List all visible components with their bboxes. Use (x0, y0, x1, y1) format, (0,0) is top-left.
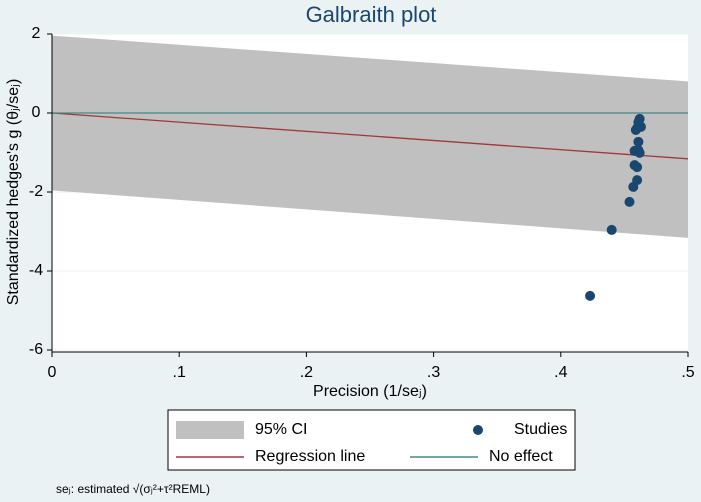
legend (167, 409, 576, 471)
x-tick-label: .3 (427, 364, 440, 381)
y-tick-label: -4 (29, 262, 43, 279)
legend-label: 95% CI (255, 421, 307, 438)
y-tick-label: 2 (32, 25, 41, 42)
legend-label: No effect (489, 448, 553, 465)
point (585, 290, 596, 301)
legend-swatch (473, 425, 483, 435)
point (634, 147, 645, 158)
y-tick-label: 0 (32, 104, 41, 121)
y-axis-title: Standardized hedges's g (θⱼ/seⱼ) (5, 79, 22, 306)
point (606, 224, 617, 235)
legend-swatch (176, 421, 244, 439)
ci-band (52, 35, 688, 238)
x-tick-label: .2 (300, 364, 313, 381)
chart-title: Galbraith plot (306, 2, 437, 27)
legend-label: Studies (514, 421, 567, 438)
x-axis-title: Precision (1/seⱼ) (313, 383, 427, 400)
y-tick-label: -2 (29, 183, 43, 200)
x-tick-label: .1 (173, 364, 186, 381)
point (633, 136, 644, 147)
y-tick-label: -6 (29, 341, 43, 358)
point (632, 175, 643, 186)
x-tick-label: 0 (48, 364, 57, 381)
note: seⱼ: estimated √(σⱼ²+τ²REML) (56, 482, 210, 496)
line (51, 112, 689, 160)
x-tick-label: .4 (554, 364, 567, 381)
legend-label: Regression line (255, 448, 365, 465)
point (635, 121, 646, 132)
point (629, 160, 640, 171)
point (624, 196, 635, 207)
x-tick-label: .5 (681, 364, 694, 381)
